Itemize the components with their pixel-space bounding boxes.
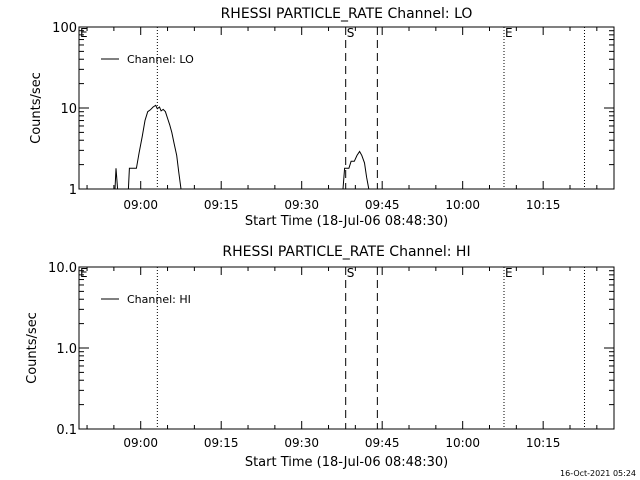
event-marker-label: E <box>505 266 513 280</box>
y-axis-label: Counts/sec <box>25 312 40 384</box>
chart-panel-1: RHESSI PARTICLE_RATE Channel: LO 09:00 09:… <box>29 6 615 229</box>
x-axis-label: Start Time (18-Jul-06 08:48:30) <box>245 214 448 229</box>
event-marker-label: E <box>80 26 88 40</box>
footer-timestamp: 16-Oct-2021 05:24 <box>560 469 636 478</box>
x-tick-label: 09:00 <box>123 198 158 212</box>
y-tick-label: 1.0 <box>56 342 77 357</box>
x-tick-label: 09:00 <box>123 436 158 450</box>
x-tick-label: 10:00 <box>445 198 480 212</box>
y-tick-label: 100 <box>52 21 77 36</box>
event-marker-label: S <box>347 266 355 280</box>
event-marker-label: S <box>347 26 355 40</box>
y-tick-label: 0.1 <box>56 423 77 438</box>
y-tick-label: 1 <box>69 183 77 198</box>
series-line <box>114 104 182 190</box>
x-axis-label: Start Time (18-Jul-06 08:48:30) <box>245 455 448 470</box>
legend-label: Channel: LO <box>127 53 194 66</box>
x-tick-label: 10:15 <box>526 436 561 450</box>
plot-frame <box>78 266 615 430</box>
chart-panel-2: RHESSI PARTICLE_RATE Channel: HI 09:00 09:… <box>25 244 615 470</box>
event-marker-label: E <box>505 26 513 40</box>
x-tick-label: 09:15 <box>204 436 239 450</box>
x-tick-label: 10:00 <box>445 436 480 450</box>
legend-label: Channel: HI <box>127 293 191 306</box>
y-axis-label: Counts/sec <box>29 72 44 144</box>
y-tick-label: 10 <box>60 102 77 117</box>
x-tick-label: 09:15 <box>204 198 239 212</box>
x-tick-label: 09:45 <box>365 198 400 212</box>
x-tick-label: 09:30 <box>284 198 319 212</box>
plot-frame <box>78 26 615 190</box>
series-line <box>342 150 370 190</box>
y-tick-label: 10.0 <box>48 261 77 276</box>
x-tick-label: 09:45 <box>365 436 400 450</box>
x-tick-label: 09:30 <box>284 436 319 450</box>
chart-title: RHESSI PARTICLE_RATE Channel: HI <box>222 244 470 260</box>
event-marker-label: E <box>80 266 88 280</box>
chart-title: RHESSI PARTICLE_RATE Channel: LO <box>221 6 473 22</box>
x-tick-label: 10:15 <box>526 198 561 212</box>
